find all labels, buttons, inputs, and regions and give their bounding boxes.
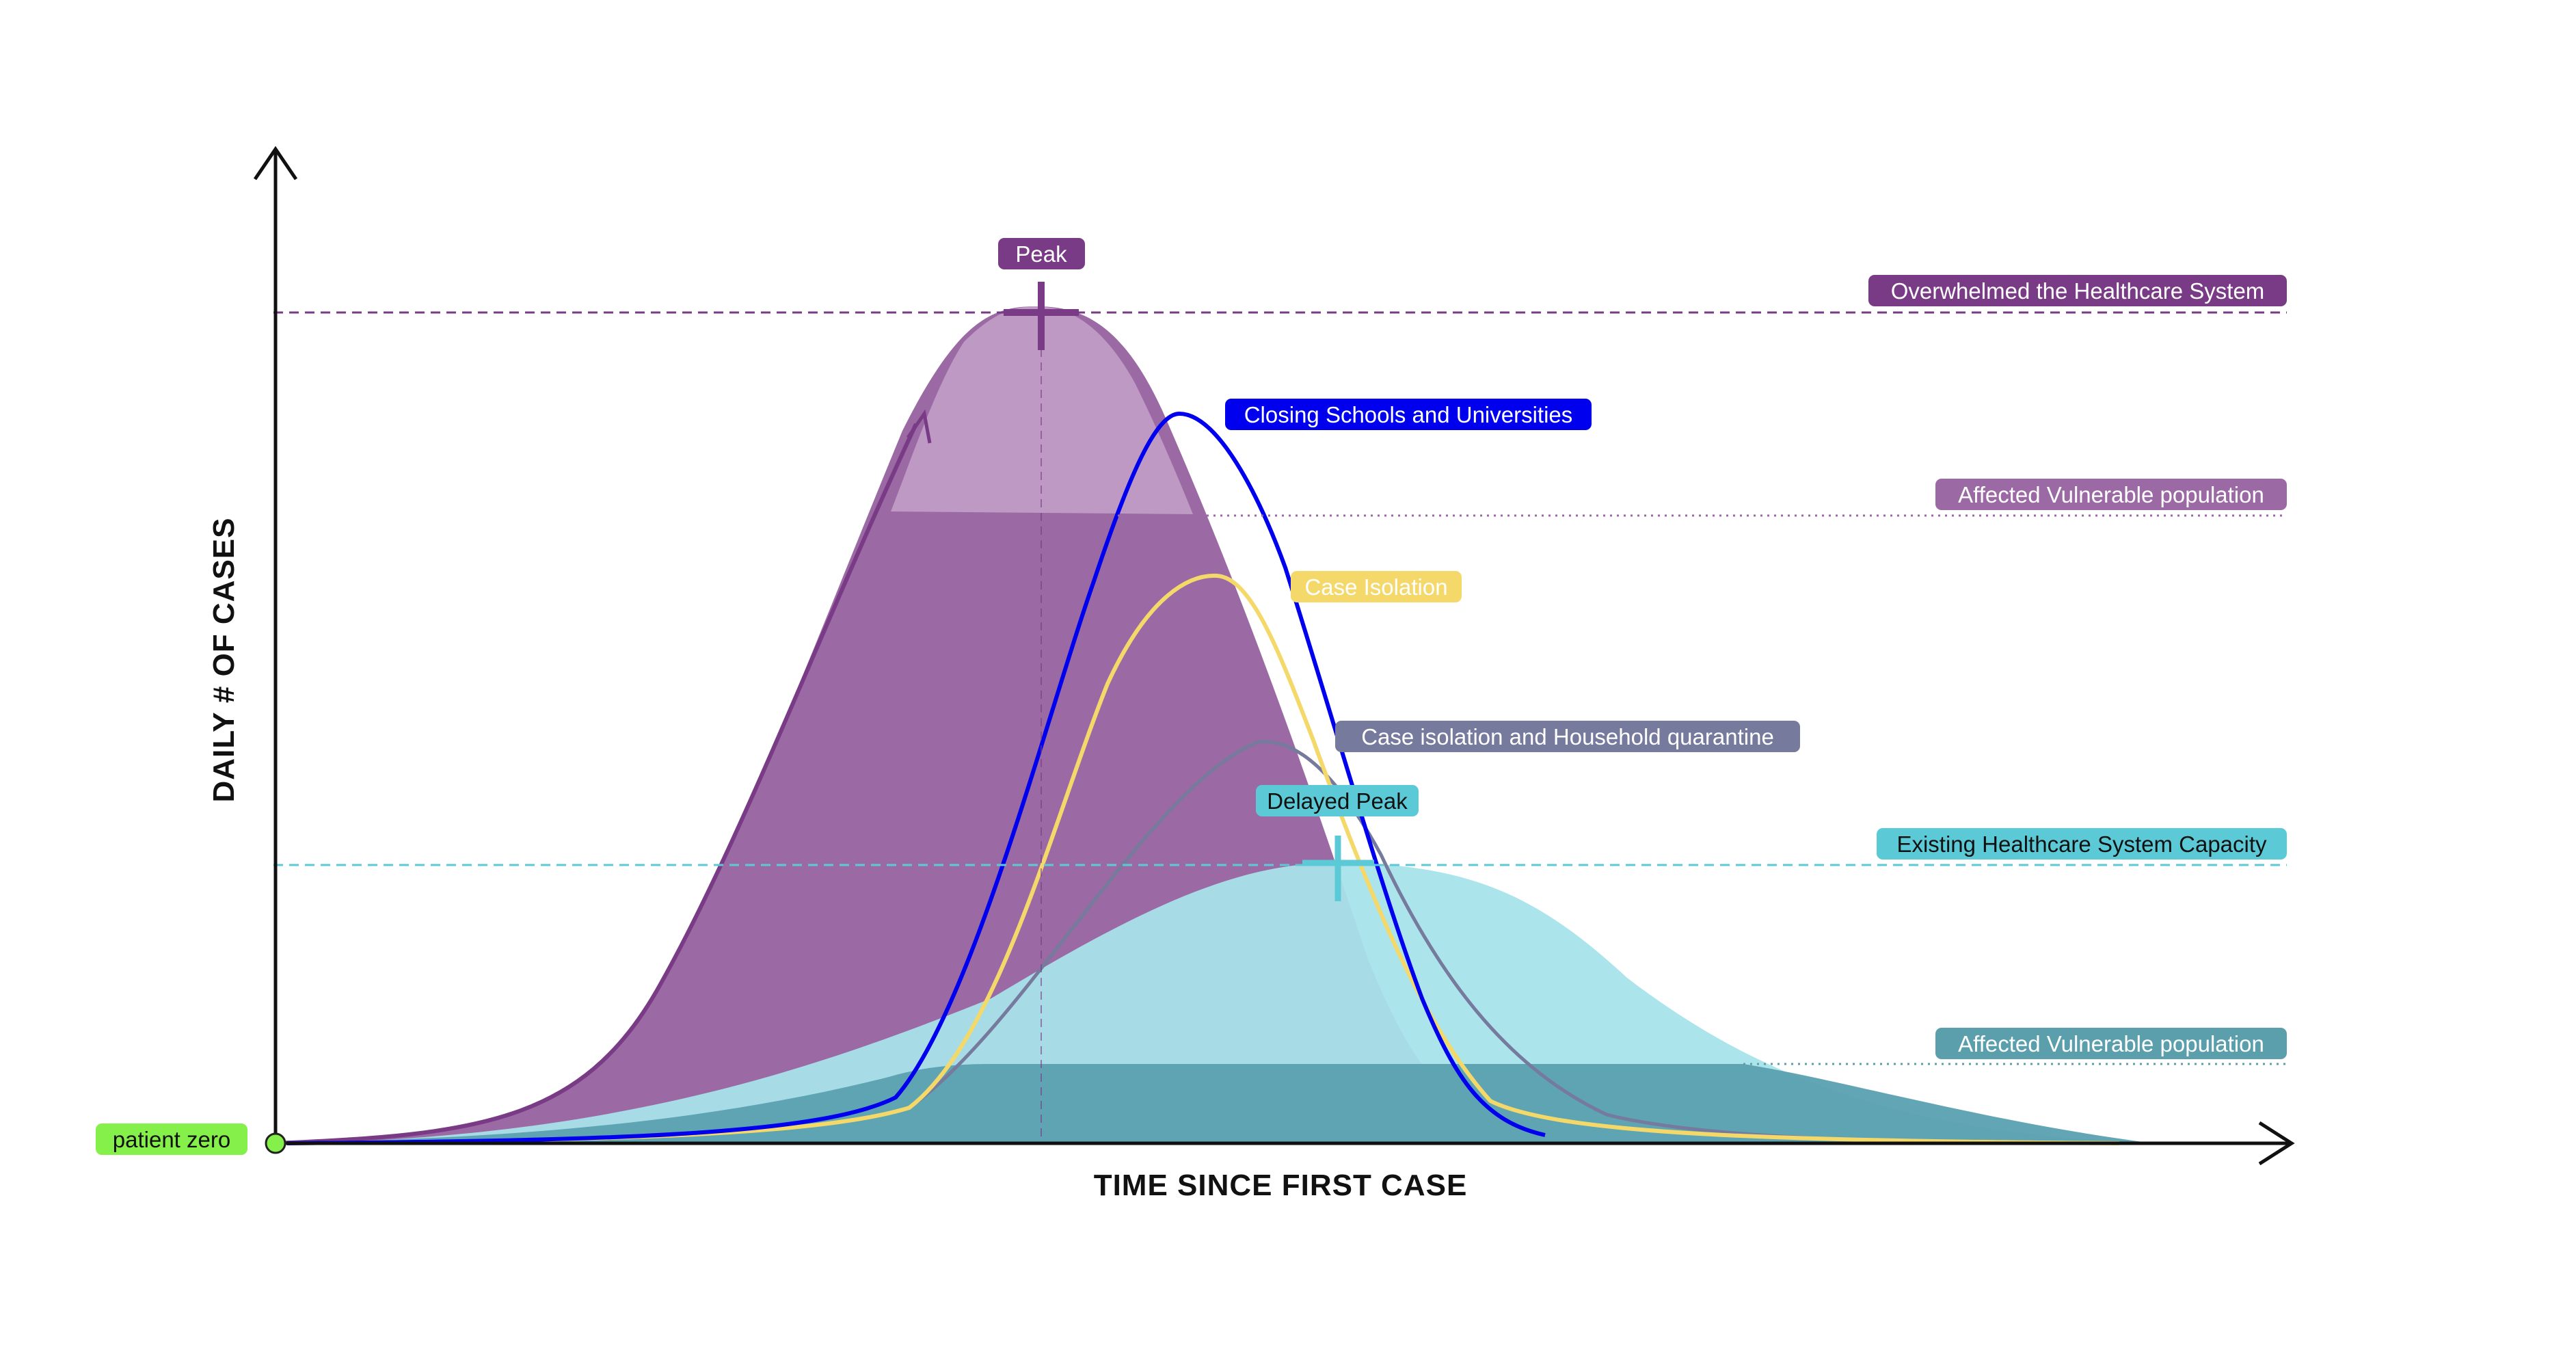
unmitigated-curve-outline: [273, 423, 918, 1145]
peak-tag: Peak: [998, 238, 1085, 269]
overwhelmed-tag: Overwhelmed the Healthcare System: [1868, 275, 2287, 306]
affected-vulnerable-top-tag: Affected Vulnerable population: [1935, 479, 2287, 510]
overwhelmed-tag-text: Overwhelmed the Healthcare System: [1891, 278, 2265, 304]
y-axis-arrow-icon: [253, 146, 298, 181]
existing-capacity-tag: Existing Healthcare System Capacity: [1877, 828, 2287, 860]
y-axis-title: DAILY # OF CASES: [207, 517, 241, 802]
case-isolation-curve: [286, 573, 2120, 1145]
affected-vulnerable-top-tag-text: Affected Vulnerable population: [1958, 482, 2264, 507]
household-quarantine-tag: Case isolation and Household quarantine: [1335, 721, 1800, 752]
affected-vulnerable-bottom-tag: Affected Vulnerable population: [1935, 1028, 2287, 1059]
x-axis-arrow-icon: [2258, 1121, 2295, 1166]
closing-schools-curve: [286, 411, 1546, 1145]
x-axis-title: TIME SINCE FIRST CASE: [1094, 1169, 1468, 1202]
case-isolation-tag: Case Isolation: [1291, 571, 1462, 602]
peak-marker-icon: [1004, 282, 1079, 350]
household-quarantine-tag-text: Case isolation and Household quarantine: [1361, 724, 1774, 749]
patient-zero-dot: [265, 1132, 286, 1154]
closing-schools-tag-text: Closing Schools and Universities: [1244, 402, 1573, 427]
delayed-peak-tag-text: Delayed Peak: [1267, 788, 1408, 814]
case-isolation-tag-text: Case Isolation: [1304, 574, 1447, 600]
delayed-peak-tag: Delayed Peak: [1256, 785, 1419, 816]
peak-tag-text: Peak: [1015, 241, 1067, 267]
arrow-head-icon: [906, 409, 932, 444]
delayed-peak-marker-icon: [1302, 836, 1374, 901]
patient-zero-tag-text: patient zero: [113, 1127, 230, 1152]
flattened-vulnerable-band: [273, 1064, 2154, 1143]
affected-vulnerable-bottom-tag-text: Affected Vulnerable population: [1958, 1031, 2264, 1056]
patient-zero-tag: patient zero: [96, 1123, 247, 1155]
existing-capacity-tag-text: Existing Healthcare System Capacity: [1896, 831, 2267, 857]
closing-schools-tag: Closing Schools and Universities: [1225, 399, 1592, 430]
